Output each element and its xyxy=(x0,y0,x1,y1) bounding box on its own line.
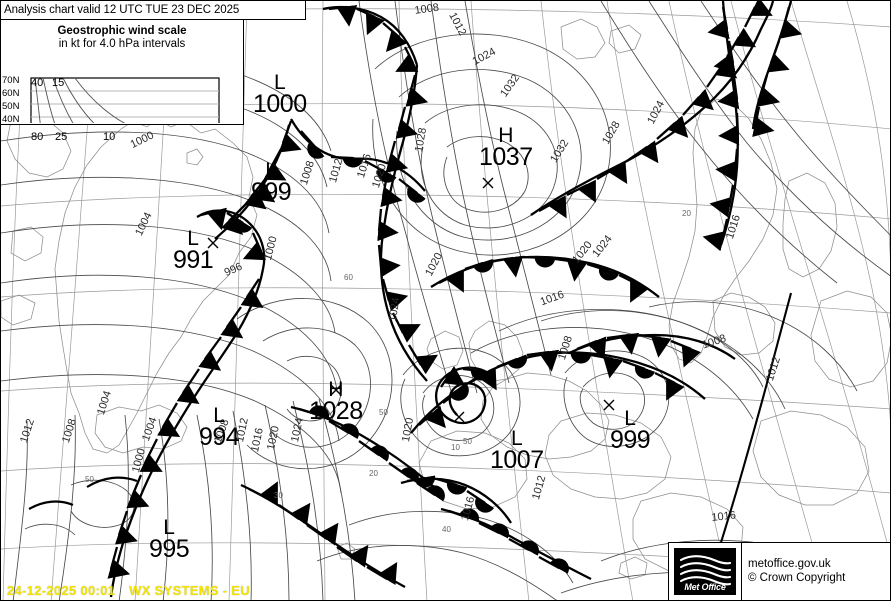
wind-scale-bottom-80: 80 xyxy=(31,131,44,143)
met-office-brand-text: Met Office xyxy=(684,582,726,592)
analysis-valid-text: Analysis chart valid 12 UTC TUE 23 DEC 2… xyxy=(4,4,240,16)
wind-scale-title: Geostrophic wind scale xyxy=(57,25,187,37)
wind-scale-lat-60n: 60N xyxy=(2,88,20,99)
latitude-tick-label: 40 xyxy=(442,525,451,534)
met-office-logo-icon: Met Office xyxy=(674,548,736,595)
latitude-tick-label: 30 xyxy=(274,491,283,500)
latitude-tick-label: 20 xyxy=(682,209,691,218)
wind-scale-graphic xyxy=(1,60,244,131)
latitude-tick-label: 50 xyxy=(85,475,94,484)
wind-scale-bottom-10: 10 xyxy=(103,131,116,143)
analysis-header-bar: Analysis chart valid 12 UTC TUE 23 DEC 2… xyxy=(1,1,306,20)
wind-scale-top-40: 40 xyxy=(31,77,44,89)
fronts xyxy=(28,1,803,598)
latitude-tick-label: 60 xyxy=(344,273,353,282)
stamp-timestamp: 24-12-2025 00:01 xyxy=(7,583,116,598)
wind-scale-lat-50n: 50N xyxy=(2,101,20,112)
met-office-text-block: metoffice.gov.uk © Crown Copyright xyxy=(741,543,890,600)
geostrophic-wind-scale: Geostrophic wind scale in kt for 4.0 hPa… xyxy=(1,20,244,143)
wind-scale-bottom-25: 25 xyxy=(55,131,68,143)
latitude-tick-label: 50 xyxy=(463,437,472,446)
wind-scale-lat-70n: 70N xyxy=(2,75,20,86)
chart-timestamp-stamp: 24-12-2025 00:01 WX SYSTEMS - EU xyxy=(7,583,250,598)
pressure-centre-markers xyxy=(207,177,615,423)
met-office-website[interactable]: metoffice.gov.uk xyxy=(748,558,831,570)
stamp-source: WX SYSTEMS - EU xyxy=(129,583,250,598)
latitude-tick-label: 10 xyxy=(451,443,460,452)
met-office-logo-box: Met Office metoffice.gov.uk © Crown Copy… xyxy=(668,542,890,600)
latitude-tick-label: 50 xyxy=(379,408,388,417)
latitude-tick-label: 20 xyxy=(369,469,378,478)
wind-scale-lat-40n: 40N xyxy=(2,114,20,125)
met-office-copyright: © Crown Copyright xyxy=(748,572,846,584)
wind-scale-subtitle: in kt for 4.0 hPa intervals xyxy=(58,38,186,50)
wind-scale-top-15: 15 xyxy=(52,77,65,89)
